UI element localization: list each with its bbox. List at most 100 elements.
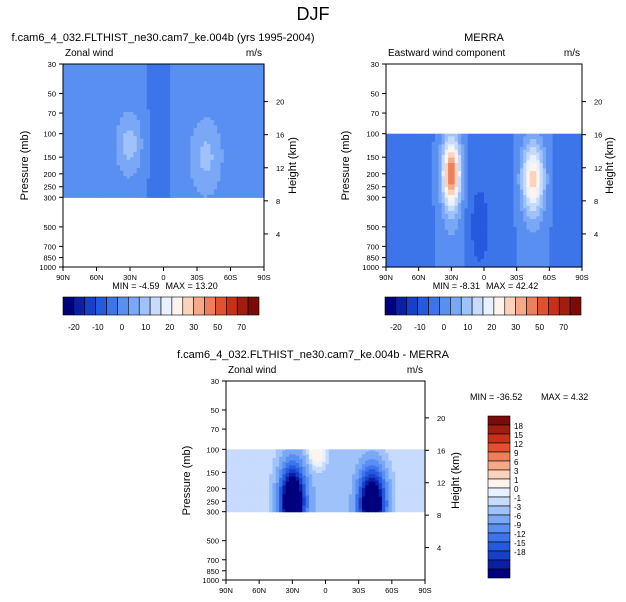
contour-cell [63,90,67,94]
contour-cell [223,82,228,86]
contour-cell [513,133,518,137]
contour-cell [233,127,238,132]
contour-cell [431,213,436,217]
contour-cell [146,114,151,118]
contour-cell [480,184,485,188]
contour-cell [568,213,573,217]
min-value: MIN = -4.59 [112,281,159,291]
contour-cell [227,85,232,89]
contour-cell [223,175,228,180]
contour-cell [86,167,91,172]
contour-cell [510,179,514,183]
contour-cell [69,165,74,169]
contour-cell [243,103,248,108]
contour-cell [73,189,77,193]
contour-cell [73,173,77,177]
contour-cell [69,146,74,150]
contour-cell [516,168,521,172]
contour-cell [210,189,215,193]
contour-cell [467,184,472,188]
contour-cell [106,138,111,142]
contour-cell [113,151,118,156]
contour-cell [96,95,101,100]
contour-cell [529,157,534,161]
contour-cell [213,95,218,100]
contour-cell [542,179,547,183]
contour-cell [183,135,188,140]
contour-cell [193,135,198,140]
contour-cell [186,189,191,193]
contour-cell [197,138,201,142]
contour-cell [253,159,258,164]
contour-cell [392,187,397,191]
contour-cell [173,181,178,185]
contour-cell [523,144,528,148]
contour-cell [160,170,165,174]
contour-cell [250,170,255,174]
contour-cell [186,125,191,129]
contour-cell [140,135,144,140]
contour-cell [197,173,201,177]
colorbar-label: 50 [213,323,222,332]
contour-cell [448,155,452,159]
contour-cell [223,165,228,169]
contour-cell [63,191,67,196]
contour-cell [186,143,191,148]
contour-cell [130,125,134,129]
contour-cell [99,90,104,94]
contour-cell [66,87,71,92]
contour-cell [546,200,550,204]
contour-cell [86,119,91,124]
contour-cell [519,141,524,145]
contour-cell [173,71,178,76]
contour-cell [170,133,175,137]
contour-cell [533,200,537,204]
contour-cell [150,167,155,172]
contour-cell [526,147,531,151]
contour-cell [408,213,413,217]
contour-cell [399,147,403,151]
contour-cell [490,211,495,215]
contour-cell [260,143,265,148]
contour-cell [63,119,67,124]
contour-cell [160,87,165,92]
contour-cell [213,189,218,193]
contour-cell [153,138,158,142]
contour-cell [79,106,84,110]
contour-cell [197,71,201,76]
contour-cell [150,151,155,156]
contour-cell [190,85,195,89]
contour-cell [428,187,433,191]
contour-cell [568,149,573,153]
contour-cell [542,165,547,169]
contour-cell [197,90,201,94]
contour-cell [386,213,390,217]
contour-cell [119,151,124,156]
contour-cell [399,205,403,209]
contour-cell [180,90,185,94]
contour-cell [176,135,181,140]
contour-cell [444,147,449,151]
contour-cell [153,69,158,73]
contour-cell [220,64,225,68]
contour-cell [176,186,181,190]
contour-cell [250,93,255,97]
contour-cell [484,160,488,164]
contour-cell [109,130,114,134]
contour-cell [438,181,443,185]
contour-cell [552,141,557,145]
contour-cell [549,147,554,151]
contour-cell [490,139,495,143]
contour-cell [133,66,138,70]
contour-cell [260,69,265,73]
contour-cell [220,194,225,198]
contour-cell [173,189,178,193]
contour-cell [559,179,563,183]
contour-cell [109,141,114,145]
contour-cell [163,159,168,164]
contour-cell [83,95,88,100]
contour-cell [153,82,158,86]
height-tick-label: 8 [276,197,280,206]
contour-cell [418,195,423,199]
contour-cell [542,176,547,180]
